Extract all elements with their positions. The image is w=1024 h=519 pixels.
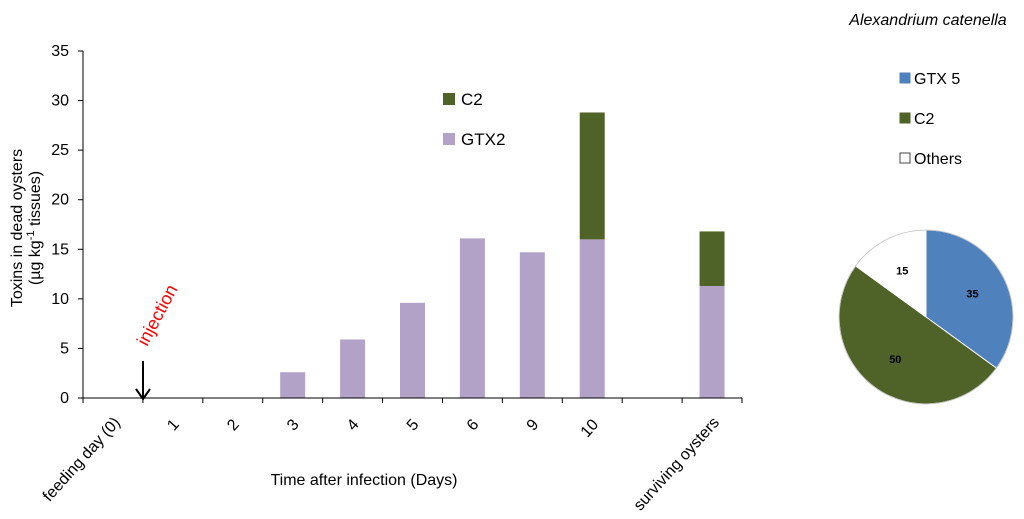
bar-gtx2 [579, 239, 605, 398]
pie-slice-label: 50 [889, 354, 901, 366]
bar-gtx2 [340, 339, 366, 398]
pie-slices [838, 229, 1014, 405]
y-tick-label: 30 [51, 93, 69, 110]
bar-gtx2 [280, 372, 306, 398]
bar-gtx2 [519, 252, 545, 398]
pie-slice-label: 35 [966, 288, 978, 300]
bar-c2 [579, 112, 605, 240]
pie-legend: GTX 5 C2 Others [899, 71, 962, 168]
bar-gtx2 [699, 285, 725, 398]
pie-slice-label: 15 [896, 265, 908, 277]
y-tick-label: 0 [60, 390, 69, 407]
x-tick-label: 6 [464, 416, 483, 434]
legend-swatch [443, 133, 455, 145]
x-tick-label: 4 [344, 416, 363, 434]
x-tick-label: 9 [524, 416, 543, 434]
pie-slice-labels: 35 50 15 [889, 265, 978, 366]
pie-title: Alexandrium catenella [848, 12, 1007, 29]
legend-label: C2 [461, 90, 483, 109]
y-tick-label: 5 [60, 340, 69, 357]
y-axis-units: (µg kg-1 tissues) [25, 171, 44, 285]
pie-legend-swatch [899, 152, 911, 164]
y-axis-title: Toxins in dead oysters [9, 149, 26, 307]
injection-label: injection [133, 281, 182, 349]
bar-legend: C2 GTX2 [443, 90, 505, 149]
y-tick-label: 20 [51, 192, 69, 209]
x-tick-label: 3 [284, 416, 303, 434]
arrow-down-icon [135, 361, 151, 401]
y-tick-label: 15 [51, 241, 69, 258]
x-tick-label: surviving oysters [631, 414, 723, 514]
pie-legend-label: C2 [914, 111, 935, 128]
pie-legend-swatch [899, 72, 911, 84]
x-tick-label: 1 [164, 416, 183, 434]
x-tick-label: feeding day (0) [40, 414, 124, 505]
x-tick-labels: feeding day (0) 1 2 3 4 5 6 9 10 surviving oyster… [40, 398, 743, 514]
bar-c2 [699, 231, 725, 286]
pie-outline [838, 229, 1014, 405]
bar-chart: 0 5 10 15 20 25 30 35 feeding day (0) 1 2 3 4 5 6 9 10 s… [9, 43, 743, 514]
bar-gtx2 [400, 302, 425, 398]
bars [280, 112, 725, 398]
x-tick-label: 10 [578, 416, 603, 441]
pie-legend-swatch [899, 112, 911, 124]
x-tick-label: 5 [404, 416, 423, 434]
x-axis-title: Time after infection (Days) [270, 472, 457, 489]
legend-swatch [443, 93, 455, 105]
pie-legend-label: Others [914, 151, 962, 168]
x-tick-label: 2 [224, 416, 243, 434]
y-tick-label: 10 [51, 291, 69, 308]
y-tick-label: 35 [51, 43, 69, 60]
y-tick-labels: 0 5 10 15 20 25 30 35 [51, 43, 83, 407]
pie-legend-label: GTX 5 [914, 71, 960, 88]
legend-label: GTX2 [461, 130, 505, 149]
bar-gtx2 [459, 238, 485, 398]
y-tick-label: 25 [51, 142, 69, 159]
injection-annotation: injection [133, 281, 182, 401]
pie-chart: Alexandrium catenella GTX 5 C2 Others 35 50… [838, 12, 1014, 405]
